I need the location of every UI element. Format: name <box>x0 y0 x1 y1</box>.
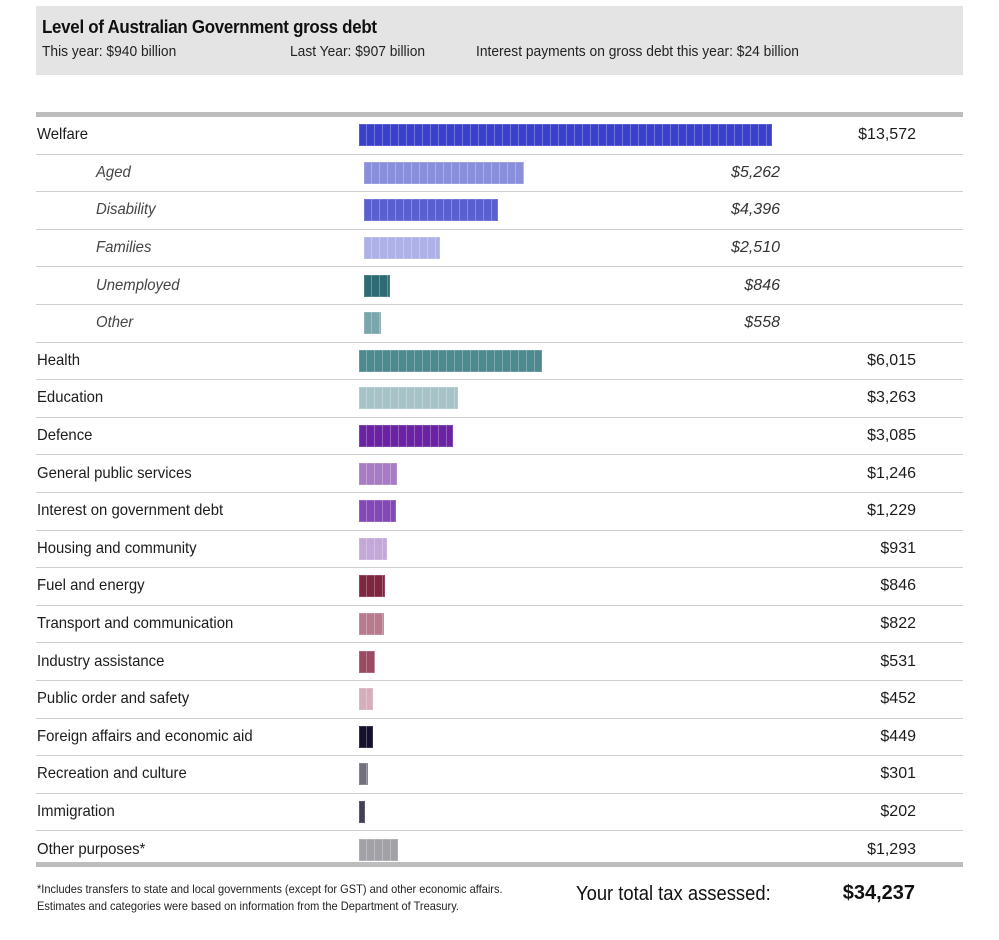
category-row: Foreign affairs and economic aid $449 <box>36 719 963 757</box>
category-value: $531 <box>880 652 916 670</box>
category-row: Fuel and energy $846 <box>36 568 963 606</box>
category-label: Immigration <box>37 802 115 820</box>
category-label: Interest on government debt <box>37 502 224 520</box>
category-bar <box>359 800 365 823</box>
category-bar <box>359 387 458 410</box>
category-value: $452 <box>880 690 916 708</box>
category-label: Housing and community <box>37 539 197 557</box>
category-value: $846 <box>880 577 916 595</box>
category-bar <box>359 688 373 711</box>
category-row: Interest on government debt $1,229 <box>36 493 963 531</box>
category-value: $5,262 <box>731 163 780 181</box>
category-value: $3,085 <box>867 427 916 445</box>
category-row: Education $3,263 <box>36 380 963 418</box>
sub-category-row: Families $2,510 <box>36 230 963 268</box>
category-row: Recreation and culture $301 <box>36 756 963 794</box>
footnote: *Includes transfers to state and local g… <box>37 881 503 915</box>
category-bar <box>359 725 373 748</box>
category-label: Welfare <box>37 126 89 144</box>
category-label: Industry assistance <box>37 652 165 670</box>
category-bar <box>364 274 390 297</box>
category-bar <box>359 763 368 786</box>
category-row: Housing and community $931 <box>36 531 963 569</box>
category-value: $202 <box>880 802 916 820</box>
category-bar <box>364 199 498 222</box>
category-row: Defence $3,085 <box>36 418 963 456</box>
category-row: Transport and communication $822 <box>36 606 963 644</box>
category-bar <box>359 613 384 636</box>
category-label: Health <box>37 351 81 369</box>
category-value: $6,015 <box>867 351 916 369</box>
category-bar <box>359 124 772 147</box>
category-label: Aged <box>96 163 131 181</box>
interest-payments: Interest payments on gross debt this yea… <box>476 43 799 60</box>
category-bar <box>359 500 396 523</box>
category-row: General public services $1,246 <box>36 455 963 493</box>
category-value: $1,293 <box>867 841 916 859</box>
sub-category-row: Disability $4,396 <box>36 192 963 230</box>
category-value: $931 <box>880 539 916 557</box>
category-row: Public order and safety $452 <box>36 681 963 719</box>
category-row: Industry assistance $531 <box>36 643 963 681</box>
debt-summary-header: Level of Australian Government gross deb… <box>36 6 963 75</box>
category-value: $4,396 <box>731 201 780 219</box>
category-bar <box>359 575 385 598</box>
this-year-debt: This year: $940 billion <box>42 43 177 60</box>
category-bar <box>359 650 375 673</box>
category-bar <box>364 312 381 335</box>
category-label: Disability <box>96 201 156 219</box>
table-top-rule <box>36 112 963 117</box>
category-label: Other purposes* <box>37 841 146 859</box>
total-tax-value: $34,237 <box>842 882 915 904</box>
total-tax-label: Your total tax assessed: <box>576 883 771 905</box>
category-label: Education <box>37 389 104 407</box>
sub-category-row: Other $558 <box>36 305 963 343</box>
category-row: Welfare $13,572 <box>36 117 963 155</box>
category-value: $1,246 <box>867 464 916 482</box>
last-year-debt: Last Year: $907 billion <box>290 43 426 60</box>
category-value: $558 <box>744 314 780 332</box>
category-value: $846 <box>744 276 780 294</box>
footnote-line-1: *Includes transfers to state and local g… <box>37 882 503 896</box>
category-label: General public services <box>37 464 192 482</box>
category-bar <box>359 349 542 372</box>
category-label: Unemployed <box>96 276 180 294</box>
category-bar <box>359 425 453 448</box>
category-row: Health $6,015 <box>36 343 963 381</box>
footnote-line-2: Estimates and categories were based on i… <box>37 899 459 913</box>
category-value: $1,229 <box>867 502 916 520</box>
category-label: Foreign affairs and economic aid <box>37 727 253 745</box>
category-bar <box>364 237 440 260</box>
category-value: $449 <box>880 727 916 745</box>
category-bar <box>364 161 524 184</box>
category-row: Other purposes* $1,293 <box>36 831 963 869</box>
category-label: Families <box>96 239 152 257</box>
category-value: $301 <box>880 765 916 783</box>
category-bar <box>359 537 387 560</box>
category-value: $2,510 <box>731 239 780 257</box>
category-label: Defence <box>37 427 93 445</box>
table-bottom-rule <box>36 862 963 867</box>
category-label: Transport and communication <box>37 615 234 633</box>
sub-category-row: Unemployed $846 <box>36 267 963 305</box>
category-label: Recreation and culture <box>37 765 187 783</box>
sub-category-row: Aged $5,262 <box>36 155 963 193</box>
category-value: $13,572 <box>858 126 916 144</box>
category-bar <box>359 839 398 862</box>
category-label: Public order and safety <box>37 690 190 708</box>
spending-chart: Welfare $13,572 Aged $5,262 Disability $4,396… <box>36 117 963 869</box>
category-label: Other <box>96 314 134 332</box>
category-row: Immigration $202 <box>36 794 963 832</box>
category-label: Fuel and energy <box>37 577 145 595</box>
header-title: Level of Australian Government gross deb… <box>42 17 377 37</box>
category-value: $822 <box>880 615 916 633</box>
category-value: $3,263 <box>867 389 916 407</box>
category-bar <box>359 462 397 485</box>
